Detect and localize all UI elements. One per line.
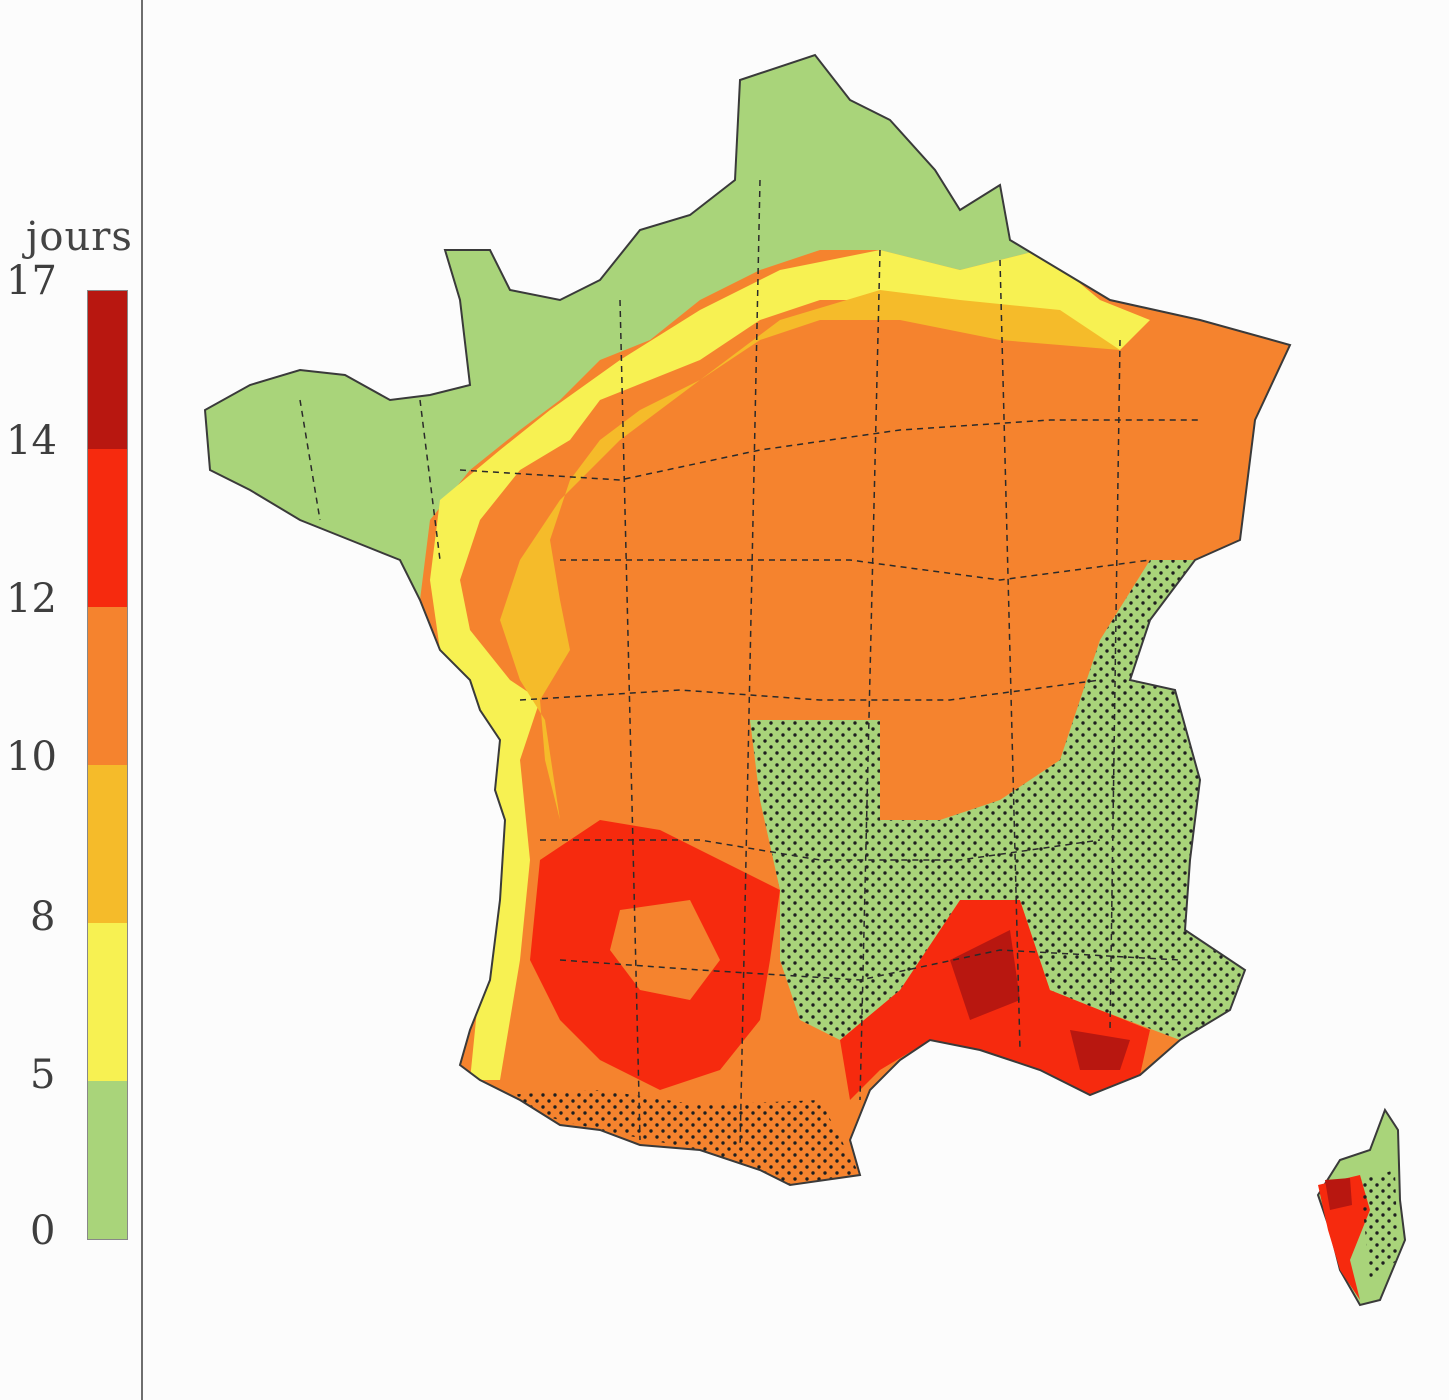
- stipple-east: [750, 560, 1245, 1040]
- legend-color-bar: [87, 290, 128, 1240]
- legend-class-12-14: [88, 449, 127, 607]
- zone-14-17-languedoc: [950, 930, 1020, 1020]
- france-coastline: [203, 53, 1292, 1187]
- legend-tick-5: 5: [30, 1052, 56, 1098]
- legend-class-10-12: [88, 607, 127, 765]
- legend-class-8-10: [88, 765, 127, 923]
- department-borders: [299, 179, 1200, 1151]
- mainland-france: [205, 55, 1290, 1185]
- zone-10-12-inner: [610, 900, 720, 1000]
- legend-tick-0: 0: [30, 1208, 56, 1254]
- stipple-pyrenees: [500, 1090, 860, 1185]
- legend-tick-14: 14: [6, 418, 57, 464]
- corsica: [1316, 1107, 1407, 1307]
- legend-tick-12: 12: [6, 576, 57, 622]
- legend-class-5-8: [88, 923, 127, 1081]
- map-frame-left-edge: [141, 0, 143, 1400]
- zone-8-10: [500, 290, 1120, 820]
- legend-title: jours: [26, 214, 133, 260]
- zone-14-17-provence: [1070, 1030, 1130, 1070]
- legend-tick-10: 10: [6, 734, 57, 780]
- legend-class-14-17: [88, 291, 127, 449]
- legend-tick-17: 17: [6, 258, 57, 304]
- legend-tick-8: 8: [30, 894, 56, 940]
- legend-class-0-5: [88, 1081, 127, 1239]
